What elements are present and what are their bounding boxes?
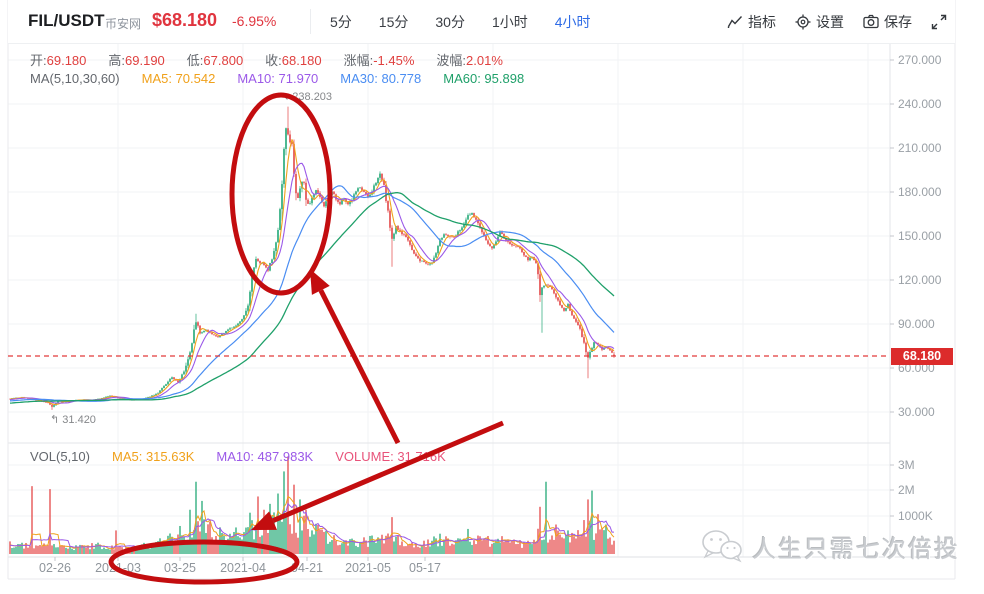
vol-ma5-value: MA5: 315.63K	[111, 449, 195, 464]
volume-bars-layer	[9, 456, 615, 554]
exchange-label: 币安网	[105, 17, 142, 31]
volume-axis-tick: 2M	[898, 483, 915, 497]
ma10-value: MA10: 71.970	[237, 71, 319, 86]
x-axis-label: 2021-05	[345, 561, 391, 575]
low-marker-icon: ↰	[50, 414, 60, 426]
price-axis-tick: 210.000	[898, 141, 942, 155]
settings-button[interactable]: 设置	[795, 12, 844, 32]
x-axis-label: 04-21	[291, 561, 323, 575]
volume-current-value: VOLUME: 31.716K	[335, 449, 446, 464]
wechat-logo-icon	[702, 530, 742, 563]
camera-icon	[863, 14, 879, 29]
indicators-button[interactable]: 指标	[727, 12, 776, 32]
watermark-text: 人生只需七次倍投	[752, 535, 960, 563]
low-price-value: 31.420	[62, 414, 96, 426]
change-percent: -6.95%	[232, 13, 277, 29]
vol-group-title: VOL(5,10)	[30, 449, 90, 464]
last-price-axis-label: 68.180	[891, 348, 953, 365]
save-button[interactable]: 保存	[863, 12, 912, 32]
symbol-title: FIL/USDT	[28, 11, 105, 30]
low-price-label: ↰ 31.420	[50, 413, 96, 426]
change-value: 涨幅:-1.45%	[343, 53, 415, 68]
candles-layer	[9, 106, 615, 410]
vol-info-bar: VOL(5,10) MA5: 315.63K MA10: 487.983K VO…	[30, 449, 446, 464]
gear-icon	[795, 14, 811, 29]
x-axis-label: 2021-03	[95, 561, 141, 575]
x-axis-label: 03-25	[164, 561, 196, 575]
price-axis-tick: 150.000	[898, 229, 942, 243]
line-chart-icon	[727, 16, 743, 28]
axis-layer: 270.000 240.000 210.000 180.000 150.000 120.0…	[7, 0, 956, 580]
indicators-label: 指标	[748, 13, 776, 30]
fullscreen-icon	[931, 14, 947, 29]
price-axis-tick: 90.000	[898, 317, 935, 331]
current-price: $68.180	[152, 10, 218, 30]
price-axis-tick: 270.000	[898, 53, 942, 67]
tab-4hour[interactable]: 4小时	[554, 13, 591, 30]
timeframe-tabs: 5分 15分 30分 1小时 4小时	[330, 0, 591, 43]
settings-label: 设置	[816, 13, 844, 30]
low-value: 低:67.800	[186, 53, 244, 68]
fullscreen-button[interactable]	[931, 14, 947, 30]
close-value: 收:68.180	[265, 53, 322, 68]
amplitude-value: 波幅:2.01%	[436, 53, 503, 68]
price-axis-tick: 180.000	[898, 185, 942, 199]
x-axis-label: 02-26	[39, 561, 71, 575]
price-axis-tick: 240.000	[898, 97, 942, 111]
ohlc-info-bar: 开:69.180 高:69.190 低:67.800 收:68.180 涨幅:-…	[30, 50, 503, 69]
header-tools: 指标 设置 保存	[727, 0, 947, 43]
volume-axis-tick: 3M	[898, 458, 915, 472]
tab-1hour[interactable]: 1小时	[491, 13, 528, 30]
ma-info-bar: MA(5,10,30,60) MA5: 70.542 MA10: 71.970 …	[30, 71, 524, 86]
price-axis-tick: 30.000	[898, 405, 935, 419]
ma-group-title: MA(5,10,30,60)	[30, 71, 120, 86]
peak-price-label: ↖ 238.203	[280, 90, 332, 103]
open-value: 开:69.180	[30, 53, 87, 68]
header-divider	[310, 9, 311, 34]
grid-layer	[8, 44, 890, 557]
price-axis-tick: 120.000	[898, 273, 942, 287]
peak-price-value: 238.203	[292, 91, 333, 103]
ma30-value: MA30: 80.778	[340, 71, 422, 86]
x-axis-label: 05-17	[409, 561, 441, 575]
high-value: 高:69.190	[108, 53, 165, 68]
save-label: 保存	[884, 13, 912, 30]
tab-15min[interactable]: 15分	[378, 13, 409, 30]
watermark: 人生只需七次倍投	[700, 527, 960, 565]
vol-ma10-value: MA10: 487.983K	[216, 449, 314, 464]
tab-5min[interactable]: 5分	[330, 13, 352, 30]
price-ma-lines	[9, 139, 615, 405]
ma5-value: MA5: 70.542	[141, 71, 216, 86]
volume-axis-tick: 1000K	[898, 509, 933, 523]
tab-30min[interactable]: 30分	[435, 13, 465, 30]
peak-marker-icon: ↖	[280, 91, 290, 103]
x-axis-label: 2021-04	[220, 561, 266, 575]
header: FIL/USDT 币安网 $68.180 -6.95% 5分 15分 30分 1…	[8, 0, 955, 44]
ma60-value: MA60: 95.898	[443, 71, 525, 86]
